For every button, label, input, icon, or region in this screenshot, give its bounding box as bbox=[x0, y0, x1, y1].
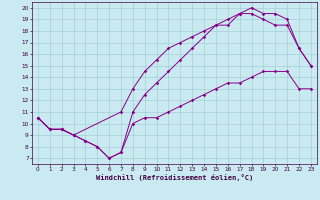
X-axis label: Windchill (Refroidissement éolien,°C): Windchill (Refroidissement éolien,°C) bbox=[96, 174, 253, 181]
